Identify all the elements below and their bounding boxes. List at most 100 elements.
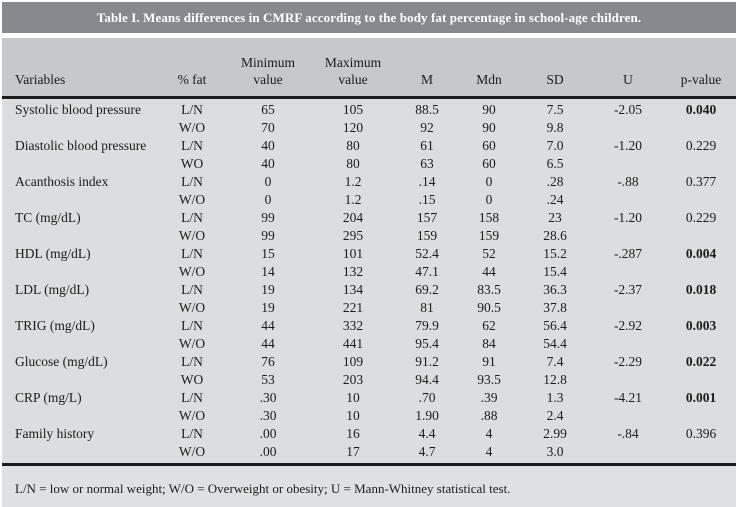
cell-max: 17 — [310, 443, 396, 466]
cell-u: -2.05 — [590, 97, 666, 119]
cell-u — [590, 371, 666, 389]
cell-m: 92 — [396, 119, 458, 137]
cell-variable: Systolic blood pressure — [2, 97, 158, 119]
cell-min: 44 — [226, 317, 310, 335]
cell-fat: W/O — [158, 119, 226, 137]
cell-u — [590, 119, 666, 137]
table-row: Acanthosis index L/N 0 1.2.14 0.28 -.88 0.377 — [2, 173, 736, 191]
cell-sd: 15.2 — [520, 245, 590, 263]
cell-m: 79.9 — [396, 317, 458, 335]
cell-sd: 12.8 — [520, 371, 590, 389]
cell-min: 65 — [226, 97, 310, 119]
cell-p: 0.040 — [666, 97, 736, 119]
cell-fat: WO — [158, 155, 226, 173]
cell-u: -.88 — [590, 173, 666, 191]
cell-min: 19 — [226, 299, 310, 317]
cell-min: .30 — [226, 407, 310, 425]
cell-u: -2.92 — [590, 317, 666, 335]
cell-m: 63 — [396, 155, 458, 173]
cell-m: 157 — [396, 209, 458, 227]
cell-variable: Acanthosis index — [2, 173, 158, 191]
cell-fat: L/N — [158, 97, 226, 119]
cell-mdn: 4 — [458, 443, 520, 466]
cell-variable — [2, 155, 158, 173]
cell-sd: 7.0 — [520, 137, 590, 155]
cell-min: .30 — [226, 389, 310, 407]
cell-m: 4.7 — [396, 443, 458, 466]
cell-mdn: 159 — [458, 227, 520, 245]
cell-p: 0.377 — [666, 173, 736, 191]
cell-sd: 36.3 — [520, 281, 590, 299]
cell-u — [590, 407, 666, 425]
column-header-fat: % fat — [158, 38, 226, 99]
title-separator — [2, 33, 736, 38]
table-row: Glucose (mg/dL) L/N 76 109 91.2 91 7.4 -2.29 0.0… — [2, 353, 736, 371]
cell-fat: L/N — [158, 317, 226, 335]
cell-fat: L/N — [158, 281, 226, 299]
cell-min: .00 — [226, 425, 310, 443]
cell-sd: 28.6 — [520, 227, 590, 245]
cell-max: 134 — [310, 281, 396, 299]
table-row: W/O 70 120 92 90 9.8 — [2, 119, 736, 137]
cell-u — [590, 299, 666, 317]
cell-fat: WO — [158, 371, 226, 389]
cell-mdn: 4 — [458, 425, 520, 443]
cell-variable: HDL (mg/dL) — [2, 245, 158, 263]
cell-fat: W/O — [158, 407, 226, 425]
cell-variable — [2, 299, 158, 317]
cell-p: 0.229 — [666, 137, 736, 155]
cell-mdn: 62 — [458, 317, 520, 335]
cell-variable — [2, 191, 158, 209]
table-footnote: L/N = low or normal weight; W/O = Overwe… — [15, 481, 511, 496]
cell-u: -1.20 — [590, 137, 666, 155]
cell-p: 0.022 — [666, 353, 736, 371]
table-header: Variables% fat Minimum value Maximum value… — [2, 38, 736, 99]
cell-variable: LDL (mg/dL) — [2, 281, 158, 299]
table-row: Family history L/N .00 16 4.4 4 2.99 -.84 0.396 — [2, 425, 736, 443]
cell-p — [666, 155, 736, 173]
cell-mdn: 83.5 — [458, 281, 520, 299]
column-header-m: M — [396, 38, 458, 99]
cell-variable: CRP (mg/L) — [2, 389, 158, 407]
table-title: Table I. Means differences in CMRF accor… — [96, 9, 642, 25]
cell-variable — [2, 371, 158, 389]
cell-min: 76 — [226, 353, 310, 371]
table-row: W/O 0 1.2.15 0.24 — [2, 191, 736, 209]
table-row: TC (mg/dL) L/N 99 204 157 158 23 -1.20 0.229 — [2, 209, 736, 227]
table-row: WO 53 203 94.4 93.5 12.8 — [2, 371, 736, 389]
cell-u: -.84 — [590, 425, 666, 443]
column-header-p: p-value — [666, 38, 736, 99]
cell-p — [666, 407, 736, 425]
cell-u — [590, 263, 666, 281]
cell-m: 94.4 — [396, 371, 458, 389]
cell-min: 99 — [226, 209, 310, 227]
cell-u — [590, 191, 666, 209]
cell-max: 1.2 — [310, 191, 396, 209]
cell-mdn: .88 — [458, 407, 520, 425]
table-title-bar: Table I. Means differences in CMRF accor… — [2, 2, 736, 33]
column-header-max: Maximum value — [310, 38, 396, 99]
cell-max: 204 — [310, 209, 396, 227]
cell-mdn: 90 — [458, 97, 520, 119]
cell-u: -2.37 — [590, 281, 666, 299]
cell-max: 221 — [310, 299, 396, 317]
cell-max: 109 — [310, 353, 396, 371]
cell-mdn: 91 — [458, 353, 520, 371]
cell-mdn: 90 — [458, 119, 520, 137]
cell-variable: TRIG (mg/dL) — [2, 317, 158, 335]
cell-m: 88.5 — [396, 97, 458, 119]
cell-m: 61 — [396, 137, 458, 155]
cell-variable: TC (mg/dL) — [2, 209, 158, 227]
cell-max: 1.2 — [310, 173, 396, 191]
cell-sd: 54.4 — [520, 335, 590, 353]
cell-variable — [2, 407, 158, 425]
cell-p — [666, 443, 736, 466]
cell-mdn: 93.5 — [458, 371, 520, 389]
cell-fat: L/N — [158, 353, 226, 371]
cell-fat: W/O — [158, 191, 226, 209]
table-row: W/O 19 221 81 90.5 37.8 — [2, 299, 736, 317]
cell-sd: 37.8 — [520, 299, 590, 317]
cell-m: .14 — [396, 173, 458, 191]
cell-mdn: 60 — [458, 137, 520, 155]
